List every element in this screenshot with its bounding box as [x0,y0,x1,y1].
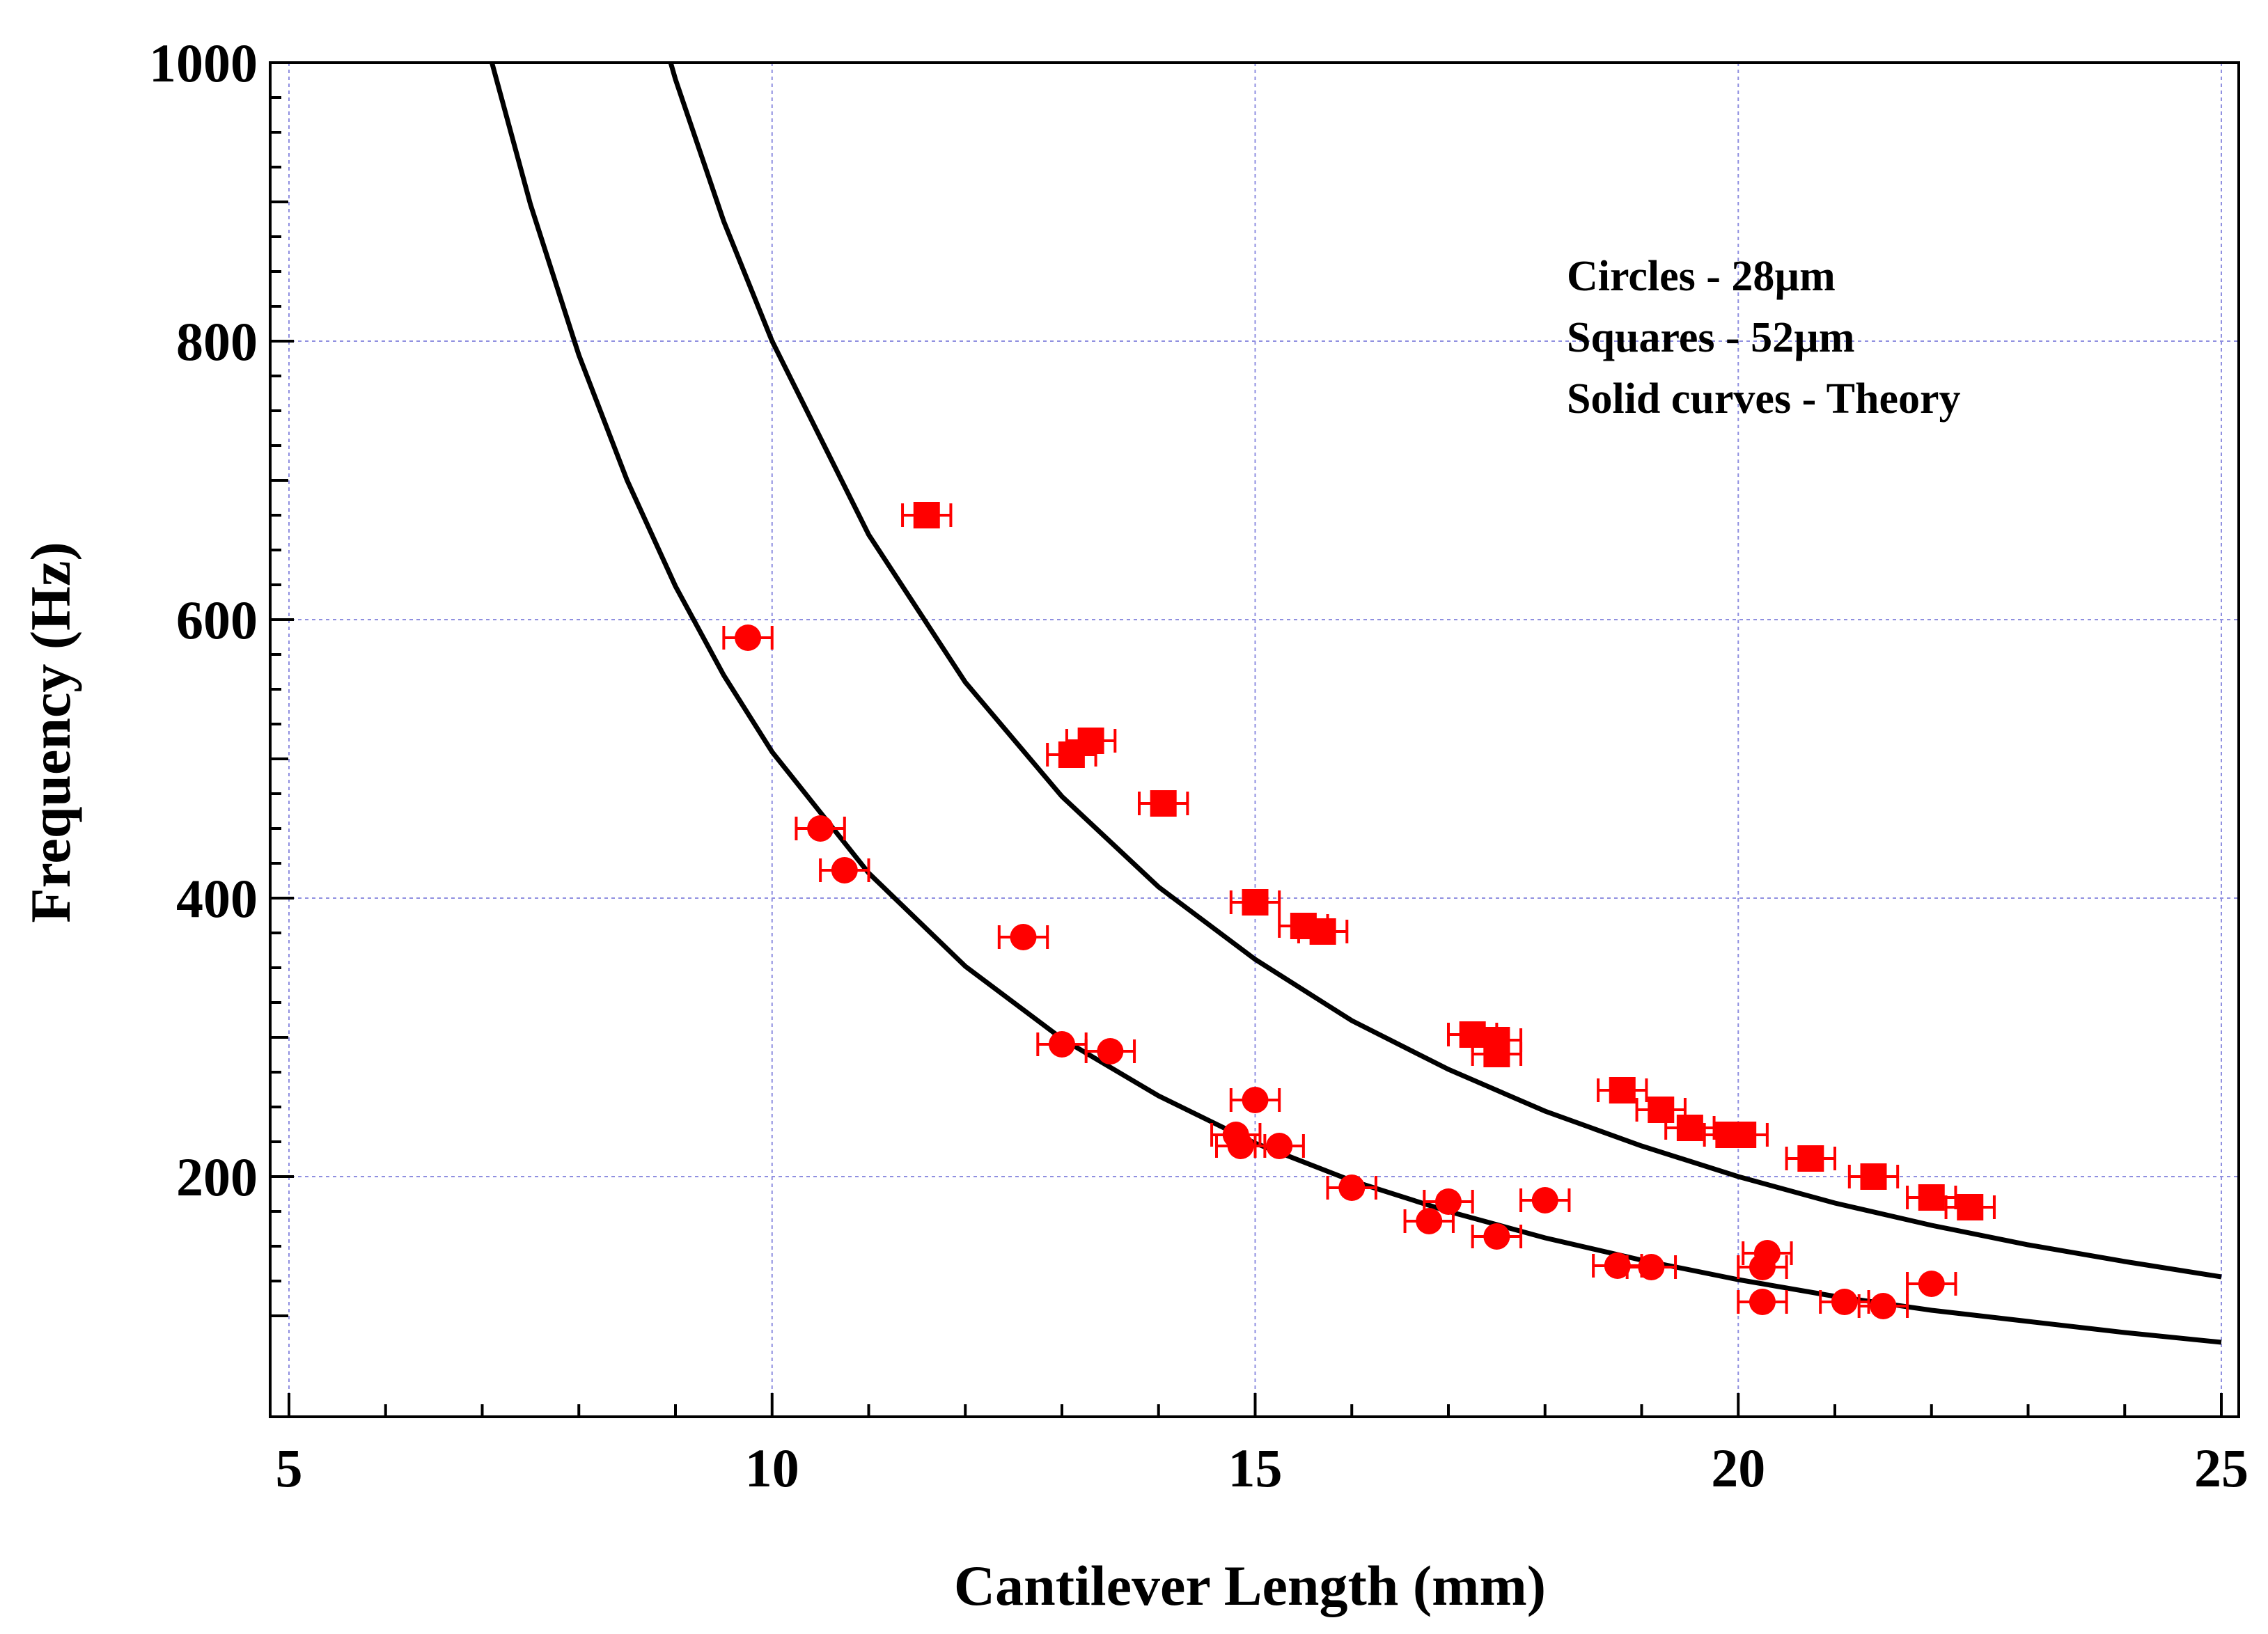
square-point [1297,918,1349,945]
square-point [1065,728,1117,754]
x-tick-label: 5 [276,1438,303,1498]
legend-squares: Squares - 52µm [1567,314,1855,361]
circle-point [1857,1293,1909,1319]
square-point [1229,889,1281,916]
square-marker [1918,1184,1945,1211]
legend-circles: Circles - 28µm [1567,253,1836,300]
x-tick-label: 20 [1711,1438,1765,1498]
square-marker [1242,889,1269,916]
circle-point [722,624,774,651]
square-point [1138,790,1189,817]
circle-point [1423,1188,1474,1215]
circle-marker [1918,1271,1945,1297]
y-tick-label: 1000 [149,33,258,93]
square-point [1944,1194,1996,1220]
square-point [1597,1077,1648,1103]
square-marker [913,502,940,528]
circle-point [1519,1187,1571,1213]
circle-marker [1266,1133,1293,1159]
square-marker [1077,728,1104,754]
x-axis-title: Cantilever Length (mm) [954,1554,1546,1617]
circle-marker [1483,1223,1510,1250]
circle-marker [1227,1133,1254,1159]
circle-marker [1831,1289,1858,1315]
circle-marker [1435,1188,1462,1215]
circle-point [1253,1133,1305,1159]
circle-marker [831,857,858,883]
circle-marker [1604,1252,1631,1279]
circle-point [1229,1087,1281,1113]
y-tick-label: 400 [176,868,258,929]
square-point [1785,1145,1836,1172]
circle-marker [735,624,762,651]
circle-point [1036,1031,1088,1058]
circle-point [819,857,870,883]
square-marker [1797,1145,1824,1172]
square-marker [1150,790,1177,817]
circle-point [997,924,1049,950]
circle-point [1819,1289,1870,1315]
circle-marker [807,815,834,842]
circle-marker [1638,1254,1665,1280]
square-marker [1483,1041,1510,1067]
square-marker [1609,1077,1636,1103]
axis-ticks [270,61,2223,1417]
circle-marker [1049,1031,1075,1058]
theory-curve [668,62,2222,1280]
x-tick-label: 25 [2194,1438,2249,1498]
y-axis-title: Frequency (Hz) [19,542,82,922]
y-tick-label: 800 [176,311,258,372]
circle-point [1737,1289,1788,1315]
tick-labels: 5 10 15 20 25 200 400 600 800 1000 [149,33,2249,1498]
square-point [1906,1184,1957,1211]
square-marker [1730,1122,1757,1148]
circle-marker [1010,924,1037,950]
circle-point [1906,1271,1957,1297]
square-marker [1957,1194,1984,1220]
circle-point [1215,1133,1267,1159]
square-point [1847,1163,1900,1190]
circle-marker [1753,1240,1781,1266]
square-point [901,502,953,528]
circle-marker [1749,1289,1776,1315]
square-marker [1309,918,1336,945]
legend: Circles - 28µm Squares - 52µm Solid curv… [1567,253,1960,423]
square-marker [1676,1115,1703,1141]
circle-marker [1338,1175,1366,1201]
circle-marker [1416,1208,1443,1234]
legend-theory: Solid curves - Theory [1567,375,1960,423]
square-point [1471,1041,1523,1067]
y-tick-label: 600 [176,590,258,650]
circle-point [1742,1240,1793,1266]
y-tick-label: 200 [176,1147,258,1207]
x-tick-label: 15 [1228,1438,1283,1498]
circle-point [795,815,846,842]
circle-marker [1531,1187,1558,1213]
square-marker [1648,1097,1675,1123]
circle-marker [1870,1293,1897,1319]
circle-point [1326,1175,1377,1201]
circle-point [1625,1254,1677,1280]
circle-marker [1242,1087,1269,1113]
circle-point [1084,1038,1136,1065]
circle-marker [1097,1038,1124,1065]
square-point [1717,1122,1769,1148]
x-tick-label: 10 [745,1438,799,1498]
square-marker [1860,1163,1887,1190]
data-points [722,502,1996,1319]
circle-point [1471,1223,1523,1250]
